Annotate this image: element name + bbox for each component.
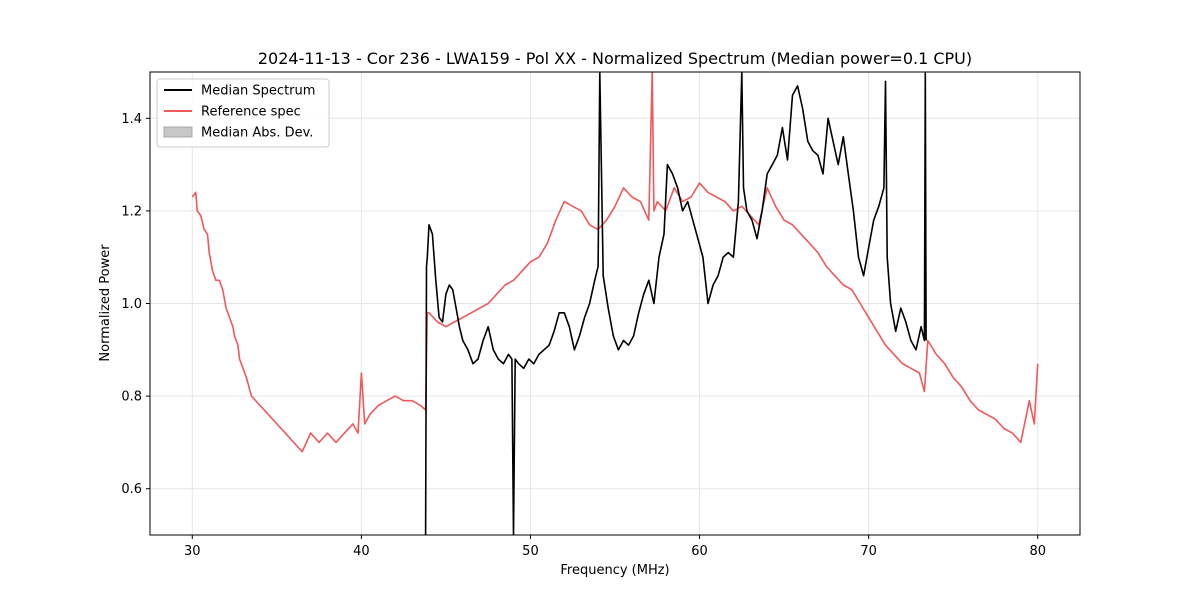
y-tick-label: 0.6	[121, 482, 142, 497]
reference-spec-line	[191, 72, 1039, 453]
legend-label-reference-spec: Reference spec	[201, 105, 301, 120]
legend: Median Spectrum Reference spec Median Abs.…	[156, 78, 330, 148]
y-tick-label: 1.2	[121, 204, 142, 219]
series-layer	[191, 72, 1039, 535]
x-tick-label: 60	[691, 544, 708, 559]
x-tick-label: 70	[860, 544, 877, 559]
x-axis-title: Frequency (MHz)	[560, 563, 669, 578]
x-tick-label: 40	[353, 544, 370, 559]
legend-box	[156, 78, 330, 148]
y-tick-label: 0.8	[121, 390, 142, 405]
y-tick-label: 1.0	[121, 297, 142, 312]
y-tick-label: 1.4	[121, 112, 142, 127]
y-axis-title: Normalized Power	[98, 244, 113, 362]
x-tick-label: 30	[184, 544, 201, 559]
chart-title: 2024-11-13 - Cor 236 - LWA159 - Pol XX -…	[258, 49, 972, 68]
legend-label-median-abs-dev: Median Abs. Dev.	[201, 126, 313, 141]
legend-swatch-median-abs-dev	[163, 126, 193, 138]
x-tick-label: 80	[1029, 544, 1046, 559]
legend-label-median-spectrum: Median Spectrum	[201, 84, 315, 99]
x-tick-label: 50	[522, 544, 539, 559]
median-spectrum-line	[424, 72, 927, 535]
axis-ticks: 30 40 50 60 70 80 0.6 0.8 1.0 1.2 1.4	[121, 112, 1046, 559]
